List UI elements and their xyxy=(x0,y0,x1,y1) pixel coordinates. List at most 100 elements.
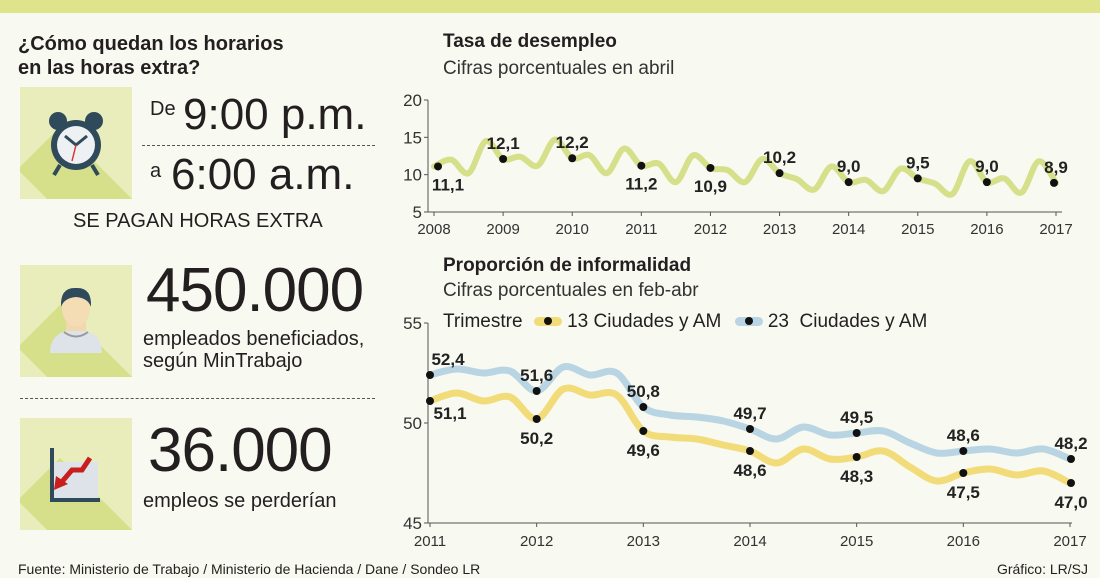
data-point xyxy=(913,174,922,183)
x-tick-label: 2013 xyxy=(763,221,796,238)
x-tick-label: 2016 xyxy=(947,533,980,550)
data-label: 11,1 xyxy=(432,175,464,194)
data-point xyxy=(746,447,754,455)
data-point xyxy=(639,403,648,411)
overtime-caption: SE PAGAN HORAS EXTRA xyxy=(73,210,323,232)
data-point xyxy=(1067,455,1075,463)
data-point xyxy=(532,415,541,423)
data-point xyxy=(1050,178,1058,187)
data-point xyxy=(426,371,434,379)
stat-divider xyxy=(20,398,375,399)
title-line-2: en las horas extra? xyxy=(18,57,201,79)
time-divider xyxy=(142,145,375,146)
legend-swatch-13 xyxy=(533,317,562,327)
data-point xyxy=(775,169,784,178)
data-point xyxy=(426,397,434,405)
y-tick-label: 10 xyxy=(403,166,422,185)
data-point xyxy=(982,178,991,187)
data-label: 9,5 xyxy=(906,153,930,172)
source-note: Fuente: Ministerio de Trabajo / Minister… xyxy=(18,561,481,577)
from-word: De xyxy=(150,98,176,120)
alarm-clock-icon xyxy=(20,87,132,199)
data-point xyxy=(959,447,968,455)
x-tick-label: 2008 xyxy=(417,221,450,238)
data-point xyxy=(568,154,577,163)
x-tick-label: 2009 xyxy=(486,221,519,238)
x-tick-label: 2015 xyxy=(901,221,934,238)
data-label: 49,6 xyxy=(627,441,660,460)
legend-title: Trimestre xyxy=(443,311,523,332)
data-point xyxy=(746,425,754,433)
x-tick-label: 2013 xyxy=(627,533,660,550)
data-label: 12,2 xyxy=(556,133,589,152)
data-point xyxy=(844,178,853,187)
x-tick-label: 2017 xyxy=(1039,221,1072,238)
x-tick-label: 2016 xyxy=(970,221,1003,238)
data-label: 11,2 xyxy=(625,175,657,194)
chart2-title: Proporción de informalidad xyxy=(443,255,692,276)
beneficiaries-line-1: empleados beneficiados, xyxy=(143,328,365,350)
to-time: 6:00 a.m. xyxy=(171,150,355,199)
data-point xyxy=(852,429,861,437)
from-time: 9:00 p.m. xyxy=(183,90,367,139)
legend-label-23: 23 Ciudades y AM xyxy=(767,311,928,332)
y-tick-label: 50 xyxy=(403,414,422,433)
title-line-1: ¿Cómo quedan los horarios xyxy=(18,33,284,55)
data-point xyxy=(434,162,442,171)
x-tick-label: 2015 xyxy=(840,533,873,550)
chart1-title: Tasa de desempleo xyxy=(443,31,617,52)
data-point xyxy=(499,154,508,163)
x-tick-label: 2010 xyxy=(556,221,589,238)
data-label: 50,8 xyxy=(627,382,660,401)
data-label: 47,0 xyxy=(1054,493,1087,512)
x-tick-label: 2011 xyxy=(414,533,446,550)
beneficiaries-value: 450.000 xyxy=(146,256,364,325)
data-label: 8,9 xyxy=(1044,158,1068,177)
y-tick-label: 5 xyxy=(413,203,422,222)
data-point xyxy=(959,469,968,477)
y-tick-label: 20 xyxy=(403,91,422,110)
declining-chart-icon xyxy=(20,418,132,530)
data-label: 48,6 xyxy=(733,461,766,480)
person-icon xyxy=(20,265,132,377)
x-tick-label: 2012 xyxy=(520,533,553,550)
data-point xyxy=(637,161,646,170)
top-bar xyxy=(0,0,1100,13)
chart2-legend: Trimestre 13 Ciudades y AM 23 Ciudades y… xyxy=(443,311,927,333)
x-tick-label: 2017 xyxy=(1053,533,1086,550)
credit-note: Gráfico: LR/SJ xyxy=(996,561,1088,577)
unemployment-line xyxy=(431,136,1059,198)
data-label: 51,6 xyxy=(520,366,553,385)
data-label: 48,3 xyxy=(840,467,873,486)
jobs-lost-text: empleos se perderían xyxy=(143,490,337,512)
data-point xyxy=(1067,479,1075,487)
to-word: a xyxy=(150,160,162,182)
data-label: 9,0 xyxy=(975,157,999,176)
chart2-subtitle: Cifras porcentuales en feb-abr xyxy=(443,280,699,301)
data-label: 10,2 xyxy=(763,148,796,167)
data-point xyxy=(639,427,648,435)
data-point xyxy=(532,387,541,395)
legend-label-13: 13 Ciudades y AM xyxy=(567,311,722,332)
data-label: 10,9 xyxy=(694,177,727,196)
data-point xyxy=(706,163,715,172)
data-label: 9,0 xyxy=(837,157,861,176)
data-label: 47,5 xyxy=(947,483,980,502)
data-label: 12,1 xyxy=(487,134,520,153)
x-tick-label: 2014 xyxy=(733,533,766,550)
data-label: 49,5 xyxy=(840,408,873,427)
chart1-subtitle: Cifras porcentuales en abril xyxy=(443,58,675,79)
y-tick-label: 45 xyxy=(403,514,422,533)
x-tick-label: 2012 xyxy=(694,221,727,238)
data-label: 51,1 xyxy=(433,404,466,423)
jobs-lost-value: 36.000 xyxy=(148,416,333,485)
beneficiaries-line-2: según MinTrabajo xyxy=(143,350,303,372)
data-label: 49,7 xyxy=(733,404,766,423)
x-tick-label: 2014 xyxy=(832,221,865,238)
data-label: 52,4 xyxy=(431,350,465,369)
data-label: 48,2 xyxy=(1054,434,1087,453)
left-title: ¿Cómo quedan los horarios en las horas e… xyxy=(18,32,284,80)
y-tick-label: 55 xyxy=(403,314,422,333)
data-label: 50,2 xyxy=(520,429,553,448)
